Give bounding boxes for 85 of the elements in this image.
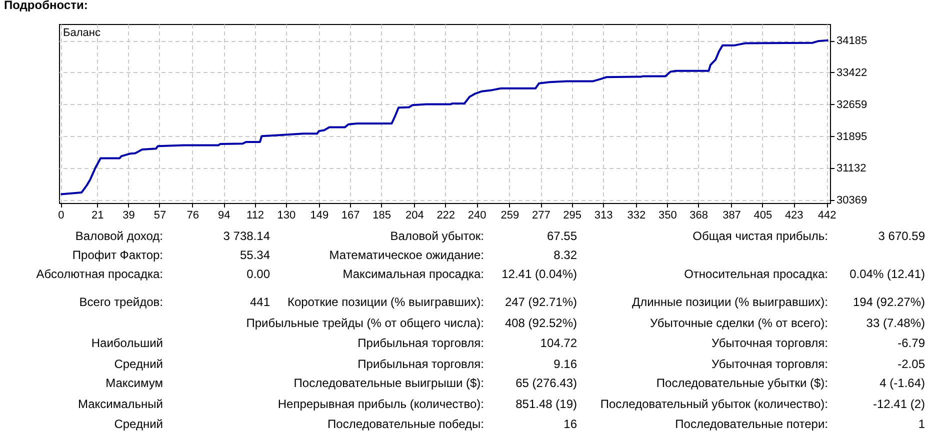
text: Максимум: [106, 376, 163, 390]
text: Последовательные выигрыши ($):: [294, 376, 484, 390]
x-tick-label: 149: [310, 210, 329, 222]
text: Прибыльная торговля:: [358, 357, 484, 371]
x-tick-label: 94: [218, 210, 230, 222]
text: 65 (276.43): [516, 376, 577, 390]
text: Длинные позиции (% выигравших):: [632, 295, 828, 309]
text: 104.72: [540, 336, 578, 350]
text: -12.41 (2): [872, 397, 925, 411]
text: Прибыльная торговля:: [358, 336, 484, 350]
text: Наибольший: [91, 336, 163, 350]
text: Убыточная торговля:: [712, 336, 828, 350]
text: 4 (-1.64): [880, 376, 925, 390]
x-tick-label: 277: [532, 210, 550, 222]
x-tick-label: 76: [186, 210, 200, 222]
text: Последовательные победы:: [328, 417, 484, 431]
x-tick-label: 259: [500, 210, 520, 222]
x-tick-label: 112: [246, 210, 264, 222]
y-tick-label: 32659: [836, 98, 868, 111]
y-tick-label: 34185: [836, 35, 868, 48]
text: Общая чистая прибыль:: [692, 229, 828, 243]
x-tick-label: 57: [154, 210, 166, 222]
text: Средний: [114, 417, 163, 431]
x-tick-label: 167: [341, 210, 360, 222]
text: -2.05: [898, 357, 926, 371]
x-tick-label: 240: [468, 210, 486, 222]
text: Последовательные потери:: [675, 417, 828, 431]
text: -6.79: [898, 336, 926, 350]
text: 8.32: [554, 248, 578, 262]
text: Максимальный: [78, 397, 163, 411]
y-tick-label: 30369: [836, 194, 868, 207]
x-tick-label: 295: [563, 210, 582, 222]
text: Убыточные сделки (% от всего):: [650, 316, 828, 330]
text: 441: [250, 295, 270, 309]
y-tick-label: 31895: [836, 130, 868, 143]
y-tick-label: 31132: [836, 162, 866, 175]
line-series: [60, 39, 830, 196]
text: Максимальная просадка:: [342, 267, 484, 281]
text: Прибыльные трейды (% от общего числа):: [246, 316, 484, 330]
y-tick-label: 33422: [836, 66, 868, 79]
text: 3 738.14: [223, 229, 270, 243]
text: 851.48 (19): [516, 397, 577, 411]
text: 1: [918, 417, 926, 431]
x-tick-label: 185: [372, 210, 391, 222]
text: Математическое ожидание:: [329, 248, 484, 262]
text: 16: [564, 417, 578, 431]
text: 0.00: [246, 267, 270, 281]
x-tick-label: 423: [784, 210, 804, 222]
x-tick-label: 442: [818, 210, 836, 222]
text: 0.04% (12.41): [850, 267, 925, 281]
x-tick-label: 0: [58, 210, 64, 222]
text: 67.55: [546, 229, 578, 243]
text: Профит Фактор:: [72, 248, 163, 262]
text: Средний: [114, 357, 163, 371]
x-tick-label: 350: [658, 210, 677, 222]
text: Абсолютная просадка:: [36, 267, 163, 281]
text: Валовой доход:: [75, 229, 163, 243]
text: Последовательные убытки ($):: [656, 376, 828, 390]
x-tick-label: 39: [122, 210, 135, 222]
text: 12.41 (0.04%): [502, 267, 577, 281]
text: Баланс: [63, 27, 101, 39]
text: Непрерывная прибыль (количество):: [278, 397, 484, 411]
text: 247 (92.71%): [504, 295, 578, 309]
text: Короткие позиции (% выигравших):: [287, 295, 484, 309]
x-tick-label: 204: [406, 210, 424, 222]
text: 194 (92.27%): [852, 295, 926, 309]
x-tick-label: 21: [91, 210, 104, 222]
text: 9.16: [554, 357, 578, 371]
x-tick-label: 405: [754, 210, 772, 222]
text: Относительная просадка:: [684, 267, 828, 281]
chart-title: Подробности:: [4, 0, 88, 12]
x-tick-label: 313: [594, 210, 613, 222]
x-tick-label: 222: [436, 210, 456, 222]
text: Всего трейдов:: [79, 295, 163, 309]
text: 408 (92.52%): [504, 316, 578, 330]
text: Убыточная торговля:: [712, 357, 828, 371]
x-tick-label: 130: [277, 210, 296, 222]
text: Последовательный убыток (количество):: [600, 397, 828, 411]
text: 33 (7.48%): [866, 316, 925, 330]
text: 55.34: [240, 248, 270, 262]
x-tick-label: 368: [690, 210, 708, 222]
text: 3 670.59: [878, 229, 926, 243]
x-tick-label: 332: [627, 210, 646, 222]
x-tick-label: 387: [722, 210, 741, 222]
text: Валовой убыток:: [390, 229, 484, 243]
